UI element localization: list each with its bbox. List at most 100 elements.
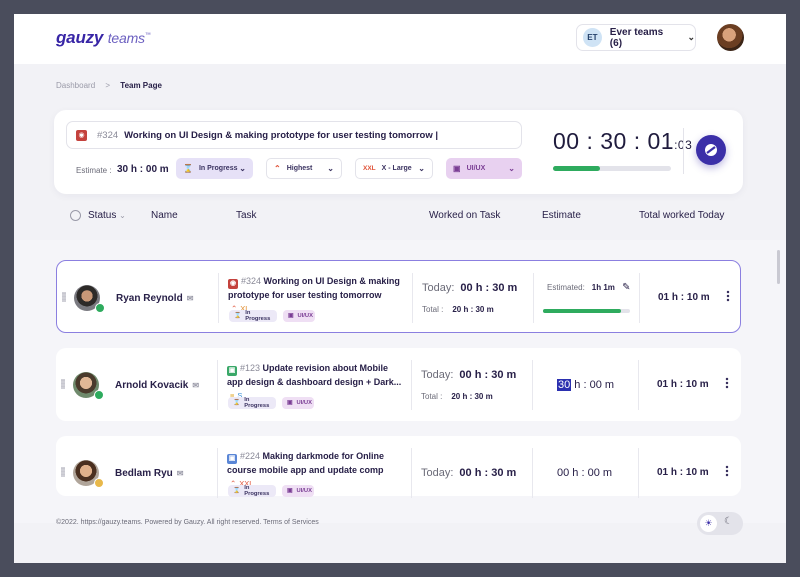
bug-icon: ◉: [228, 279, 238, 289]
label-tag: ▣ UI/UX: [283, 310, 315, 322]
estimated: Estimated: 1h 1m ✎: [547, 282, 631, 293]
task-input[interactable]: ◉ #324 Working on UI Design & making pro…: [66, 121, 522, 149]
divider: [532, 448, 533, 498]
task-title: Working on UI Design & making prototype …: [124, 129, 439, 141]
drag-handle-icon[interactable]: [61, 467, 65, 477]
top-bar: gauzy teams™ ET Ever teams (6) ⌄: [14, 14, 786, 64]
priority-dropdown[interactable]: ⌃ Highest ⌄: [266, 158, 342, 179]
chevron-down-icon: ⌄: [239, 164, 246, 173]
timer-toggle-button[interactable]: [696, 135, 726, 165]
divider: [412, 273, 413, 323]
task-size: XL: [240, 304, 250, 313]
monitor-icon: ▣: [287, 400, 293, 406]
app-window: gauzy teams™ ET Ever teams (6) ⌄ Dashboa…: [14, 14, 786, 563]
estimate-input[interactable]: 30 h : 00 m: [557, 379, 614, 391]
task-text[interactable]: ▣ #224 Making darkmode for Online course …: [227, 450, 402, 490]
task-text[interactable]: ▣ #123 Update revision about Mobile app d…: [227, 362, 402, 402]
moon-icon[interactable]: ☾: [724, 516, 733, 527]
today-label: Today:: [421, 467, 454, 479]
more-options-icon[interactable]: [725, 377, 729, 389]
edit-icon[interactable]: ✎: [622, 282, 631, 293]
estimate-label: Estimate :: [76, 166, 112, 175]
divider: [533, 273, 534, 323]
status-dot: [94, 390, 104, 400]
user-avatar[interactable]: [717, 24, 744, 51]
divider: [411, 360, 412, 410]
member-name-text: Ryan Reynold: [116, 293, 183, 304]
breadcrumb-dashboard[interactable]: Dashboard: [56, 81, 96, 90]
estimate-input[interactable]: 00 h : 00 m: [557, 467, 612, 479]
member-name: Bedlam Ryu ✉: [115, 468, 184, 479]
today-time: Today: 00 h : 30 m: [421, 369, 516, 381]
scrollbar[interactable]: [777, 250, 780, 284]
member-row[interactable]: Bedlam Ryu ✉ ▣ #224 Making darkmode for On…: [56, 436, 741, 498]
footer: ©2022. https://gauzy.teams. Powered by G…: [56, 519, 319, 526]
estimate-input[interactable]: 30 h : 00 m: [117, 164, 169, 175]
divider: [217, 360, 218, 410]
divider: [411, 448, 412, 498]
total-time: Total : 20 h : 30 m: [422, 305, 494, 314]
timer-progress-fill: [553, 166, 601, 171]
worked-today: 01 h : 10 m: [658, 292, 710, 303]
header-worked-on-task: Worked on Task: [429, 210, 501, 221]
drag-handle-icon[interactable]: [62, 292, 66, 302]
hourglass-icon: ⌛: [233, 400, 241, 406]
timer-display: 00 : 30 : 01:03: [553, 128, 692, 155]
divider: [217, 448, 218, 498]
breadcrumb-current: Team Page: [120, 81, 162, 90]
timer-value: 00 : 30 : 01: [553, 128, 675, 154]
size-dropdown[interactable]: XXL X - Large ⌄: [355, 158, 433, 179]
task-title: Working on UI Design & making prototype …: [228, 276, 400, 300]
member-name-text: Bedlam Ryu: [115, 468, 173, 479]
today-time: Today: 00 h : 30 m: [421, 467, 516, 479]
today-label: Today:: [422, 282, 455, 294]
estimate-minutes[interactable]: h : 00 m: [569, 467, 613, 479]
estimate-hours[interactable]: 00: [557, 467, 570, 479]
team-avatar: ET: [583, 28, 602, 47]
chevron-down-icon: ⌄: [508, 164, 515, 173]
total-value: 20 h : 30 m: [451, 392, 493, 401]
today-label: Today:: [421, 369, 454, 381]
status-dropdown[interactable]: ⌛ In Progress ⌄: [176, 158, 253, 179]
size-value: X - Large: [381, 165, 412, 172]
header-total-worked-today: Total worked Today: [639, 210, 725, 221]
more-options-icon[interactable]: [725, 465, 729, 477]
header-status[interactable]: Status ⌄: [88, 210, 126, 221]
worked-today: 01 h : 10 m: [657, 467, 709, 478]
drag-handle-icon[interactable]: [61, 379, 65, 389]
mail-icon[interactable]: ✉: [192, 381, 200, 390]
sun-icon[interactable]: ☀: [700, 515, 717, 532]
estimate-minutes[interactable]: h : 00 m: [571, 379, 615, 391]
mail-icon[interactable]: ✉: [186, 294, 194, 303]
task-text[interactable]: ◉ #324 Working on UI Design & making prot…: [228, 275, 403, 315]
chevron-down-icon: ⌄: [418, 164, 425, 173]
divider: [638, 448, 639, 498]
chevron-down-icon: ⌄: [119, 211, 126, 220]
member-row[interactable]: Ryan Reynold ✉ ◉ #324 Working on UI Design…: [56, 260, 741, 333]
mail-icon[interactable]: ✉: [176, 469, 184, 478]
theme-toggle[interactable]: ☀ ☾: [697, 512, 743, 535]
more-options-icon[interactable]: [726, 290, 730, 302]
today-value: 00 h : 30 m: [460, 282, 518, 294]
logo[interactable]: gauzy teams™: [56, 28, 151, 48]
select-all-checkbox[interactable]: [70, 210, 81, 221]
today-value: 00 h : 30 m: [459, 467, 517, 479]
task-number: #324: [241, 276, 262, 286]
status-tag-text: In Progress: [244, 397, 270, 409]
task-number: #224: [240, 451, 261, 461]
task-size: XXL: [239, 479, 254, 488]
header-status-label: Status: [88, 210, 117, 221]
chevron-right-icon: >: [105, 81, 111, 90]
current-task-card: ◉ #324 Working on UI Design & making pro…: [54, 110, 743, 194]
label-dropdown[interactable]: ▣ UI/UX ⌄: [446, 158, 522, 179]
member-name: Ryan Reynold ✉: [116, 293, 193, 304]
status-tag-text: In Progress: [245, 310, 271, 322]
team-selector[interactable]: ET Ever teams (6) ⌄: [576, 24, 696, 51]
label-value: UI/UX: [466, 165, 486, 172]
breadcrumb: Dashboard > Team Page: [56, 81, 162, 90]
task-title: Making darkmode for Online course mobile…: [227, 451, 385, 475]
member-row[interactable]: Arnold Kovacik ✉ ▣ #123 Update revision ab…: [56, 348, 741, 421]
today-value: 00 h : 30 m: [459, 369, 517, 381]
estimate-hours[interactable]: 30: [557, 379, 572, 391]
timer-ms: :03: [674, 138, 692, 152]
